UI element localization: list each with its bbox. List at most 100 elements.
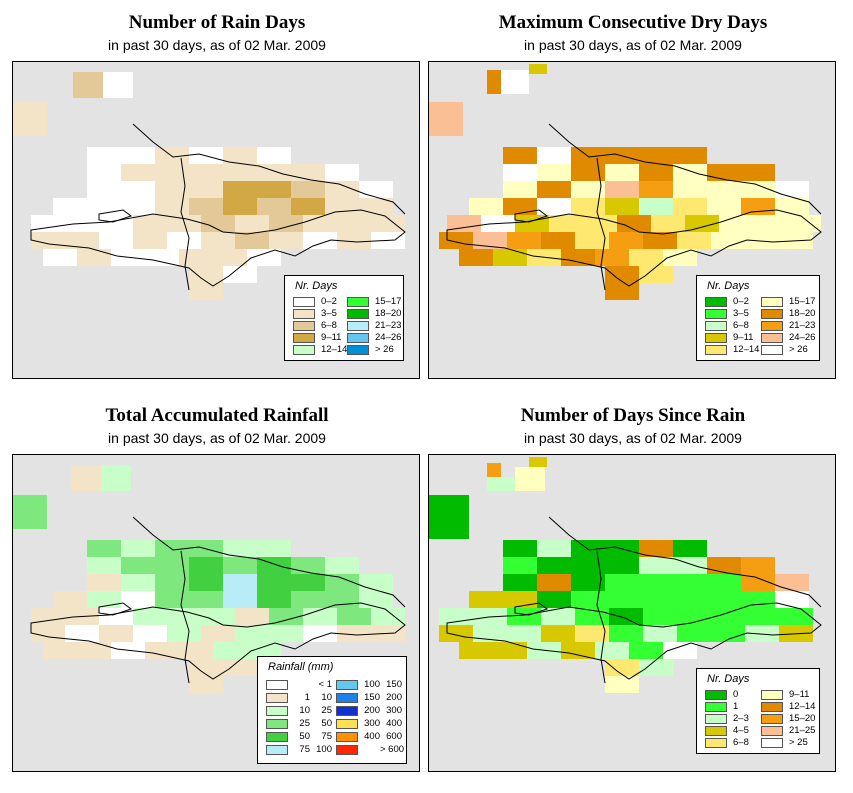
grid-cell — [741, 591, 775, 608]
grid-cell — [673, 147, 707, 164]
grid-cell — [503, 181, 537, 198]
grid-cell — [337, 608, 371, 625]
legend-label: 18–20 — [375, 308, 402, 319]
grid-cell — [291, 198, 325, 215]
grid-cell — [103, 72, 133, 98]
grid-cell — [741, 181, 775, 198]
legend-swatch — [266, 732, 288, 742]
grid-cell — [711, 625, 745, 642]
grid-cell — [291, 557, 325, 574]
legend-item: 4–5 — [705, 725, 749, 737]
legend-label: 21–23 — [789, 320, 816, 331]
grid-cell — [325, 557, 359, 574]
grid-cell — [707, 198, 741, 215]
legend-item: 0 — [705, 689, 738, 701]
grid-cell — [605, 557, 639, 574]
grid-cell — [493, 249, 527, 266]
legend-item: > 26 — [761, 344, 808, 356]
legend-swatch — [705, 333, 727, 343]
grid-cell — [707, 181, 741, 198]
grid-cell — [507, 608, 541, 625]
grid-cell — [73, 72, 103, 98]
legend-item: 150 200 — [336, 692, 402, 704]
grid-cell — [269, 232, 303, 249]
legend-swatch — [336, 719, 358, 729]
grid-cell — [571, 164, 605, 181]
legend-item: 2–3 — [705, 713, 749, 725]
grid-cell — [189, 283, 223, 300]
legend-hi: 10 — [321, 692, 332, 703]
panel-title: Number of Days Since Rain — [520, 405, 746, 426]
legend-title: Nr. Days — [707, 673, 750, 685]
legend-item: 15–20 — [761, 713, 815, 725]
legend-swatch — [761, 738, 783, 748]
legend-item: 10 25 — [266, 705, 332, 717]
grid-cell — [65, 232, 99, 249]
grid-cell — [167, 215, 201, 232]
grid-cell — [711, 232, 745, 249]
legend-item: 1 10 — [266, 692, 332, 704]
legend-item: 1 — [705, 701, 738, 713]
legend-label: 24–26 — [789, 332, 816, 343]
grid-cell — [269, 625, 303, 642]
grid-cell — [223, 557, 257, 574]
legend-label: 9–11 — [321, 332, 342, 343]
legend-label: 15–17 — [789, 296, 816, 307]
grid-cell — [487, 70, 501, 94]
legend-hi: 400 — [386, 718, 402, 729]
legend-title: Nr. Days — [707, 280, 750, 292]
grid-cell — [247, 249, 281, 266]
grid-cell — [707, 164, 741, 181]
legend-label: 12–14 — [733, 344, 760, 355]
grid-cell — [529, 457, 547, 467]
grid-cell — [473, 625, 507, 642]
grid-cell — [121, 181, 155, 198]
legend-swatch — [336, 745, 358, 755]
legend-item: 6–8 — [705, 320, 749, 332]
grid-cell — [325, 164, 359, 181]
grid-cell — [719, 215, 753, 232]
legend-swatch — [266, 719, 288, 729]
grid-cell — [43, 249, 77, 266]
grid-cell — [269, 215, 303, 232]
grid-cell — [87, 557, 121, 574]
grid-cell — [303, 608, 337, 625]
legend-swatch — [336, 693, 358, 703]
legend-swatch — [347, 321, 369, 331]
grid-cell — [189, 198, 223, 215]
grid-cell — [609, 608, 643, 625]
legend-item: 12–14 — [705, 344, 759, 356]
legend-lo: 75 — [299, 744, 310, 755]
grid-cell — [87, 574, 121, 591]
grid-cell — [223, 181, 257, 198]
grid-cell — [673, 540, 707, 557]
panel-title: Number of Rain Days — [128, 12, 306, 33]
grid-cell — [179, 249, 213, 266]
legend-lo: 300 — [364, 718, 380, 729]
grid-cells — [13, 72, 405, 300]
grid-cell — [575, 625, 609, 642]
map-frame: Rainfall (mm) < 1 1 10 10 25 25 50 50 75 75 1… — [12, 454, 420, 772]
grid-cell — [595, 642, 629, 659]
legend-hi: > 600 — [380, 744, 405, 755]
grid-cell — [133, 215, 167, 232]
grid-cell — [541, 608, 575, 625]
legend-swatch — [705, 321, 727, 331]
grid-cell — [121, 198, 155, 215]
legend-label: 6–8 — [733, 737, 749, 748]
grid-cell — [503, 574, 537, 591]
grid-cell — [707, 591, 741, 608]
legend-item: 0–2 — [705, 296, 749, 308]
grid-cell — [537, 164, 571, 181]
coastline — [30, 123, 406, 287]
grid-cell — [257, 574, 291, 591]
legend-swatch — [705, 297, 727, 307]
grid-cell — [541, 625, 575, 642]
legend-swatch — [705, 309, 727, 319]
grid-cell — [325, 198, 359, 215]
legend-item: 24–26 — [347, 332, 401, 344]
legend-swatch — [761, 714, 783, 724]
grid-cell — [133, 608, 167, 625]
grid-cell — [189, 591, 223, 608]
grid-cell — [571, 181, 605, 198]
